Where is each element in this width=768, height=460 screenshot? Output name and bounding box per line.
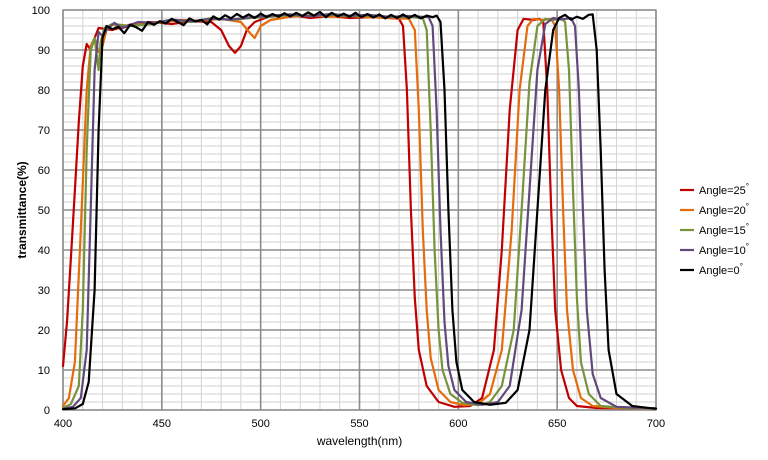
y-tick-label: 80 (38, 85, 50, 97)
legend-label: Angle=10° (699, 242, 749, 257)
legend-label: Angle=15° (699, 222, 749, 237)
legend-item-3: Angle=10° (680, 242, 749, 257)
plot-border (62, 9, 657, 411)
x-tick-label: 700 (647, 418, 665, 430)
x-tick-label: 550 (350, 418, 368, 430)
x-tick-label: 600 (449, 418, 467, 430)
y-tick-label: 20 (38, 325, 50, 337)
x-tick-label: 500 (251, 418, 269, 430)
y-tick-label: 10 (38, 365, 50, 377)
legend-label: Angle=25° (699, 182, 749, 197)
legend-label: Angle=0° (699, 262, 743, 277)
x-tick-label: 650 (548, 418, 566, 430)
x-axis-title: wavelength(nm) (316, 434, 402, 448)
y-tick-label: 40 (38, 245, 50, 257)
y-tick-label: 100 (32, 5, 50, 17)
legend-item-1: Angle=20° (680, 202, 749, 217)
legend-item-2: Angle=15° (680, 222, 749, 237)
y-axis-title: transmittance(%) (15, 161, 29, 258)
legend-item-4: Angle=0° (680, 262, 743, 277)
y-tick-label: 60 (38, 165, 50, 177)
legend-label: Angle=20° (699, 202, 749, 217)
y-tick-label: 0 (44, 405, 50, 417)
legend: Angle=25° Angle=20° Angle=15° Angle=10° Angl… (680, 182, 749, 277)
series-line-4 (61, 10, 658, 411)
y-tick-label: 90 (38, 45, 50, 57)
x-tick-label: 450 (153, 418, 171, 430)
x-tick-label: 400 (54, 418, 72, 430)
legend-item-0: Angle=25° (680, 182, 749, 197)
y-tick-label: 30 (38, 285, 50, 297)
y-tick-label: 50 (38, 205, 50, 217)
y-tick-label: 70 (38, 125, 50, 137)
